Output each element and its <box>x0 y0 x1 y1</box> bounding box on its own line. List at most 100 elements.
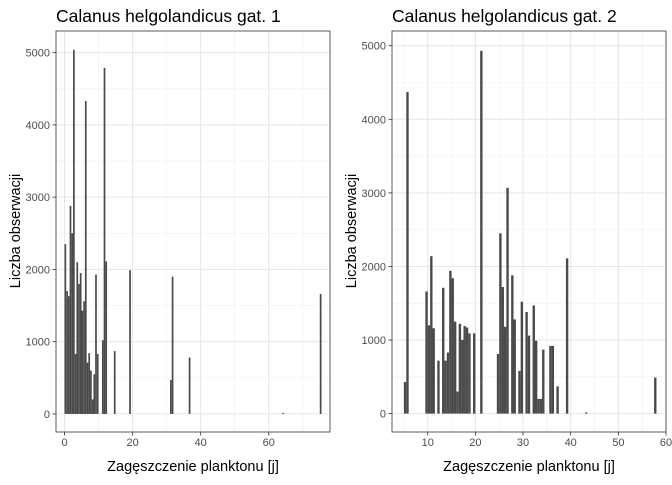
bar <box>171 276 174 414</box>
y-tick-label: 1000 <box>362 335 386 347</box>
bar <box>84 101 87 414</box>
bar <box>456 391 459 414</box>
bar <box>67 296 70 414</box>
bar <box>513 319 516 414</box>
bar <box>539 398 543 414</box>
y-axis-label: Liczba obserwacji <box>344 174 360 288</box>
y-tick-label: 3000 <box>362 188 386 200</box>
bar <box>282 412 285 414</box>
bar <box>69 205 72 414</box>
chart-title: Calanus helgolandicus gat. 1 <box>56 6 281 26</box>
bar <box>432 328 435 414</box>
bar <box>451 278 454 414</box>
x-tick-label: 40 <box>565 437 577 449</box>
plot-border <box>391 30 667 433</box>
y-axis-label: Liczba obserwacji <box>8 174 24 288</box>
bar <box>79 273 82 414</box>
y-tick-label: 2000 <box>362 261 386 273</box>
bar <box>91 399 94 414</box>
bar <box>425 291 428 414</box>
x-tick-label: 30 <box>517 437 529 449</box>
y-tick-label: 0 <box>380 409 386 421</box>
plot-border <box>55 30 331 433</box>
bar <box>449 270 452 414</box>
bar <box>537 398 540 414</box>
bar <box>520 301 524 414</box>
bar <box>556 386 559 414</box>
chart-title: Calanus helgolandicus gat. 2 <box>392 6 617 26</box>
bar <box>446 352 450 414</box>
bar <box>78 283 80 414</box>
bar <box>465 327 469 414</box>
bar <box>525 312 528 414</box>
y-tick-label: 5000 <box>26 48 50 60</box>
bar <box>96 353 99 414</box>
bar <box>437 360 440 414</box>
bar <box>403 381 407 414</box>
bar <box>71 233 74 414</box>
bar <box>188 357 191 414</box>
x-tick-label: 60 <box>660 437 672 449</box>
bar <box>654 377 657 414</box>
bar <box>81 310 84 414</box>
bar <box>496 354 500 414</box>
bar <box>129 270 131 414</box>
bar <box>527 335 531 414</box>
bar <box>83 301 85 414</box>
bar <box>534 340 538 414</box>
bar <box>551 345 555 414</box>
y-tick-label: 0 <box>44 409 50 421</box>
bar <box>584 412 588 414</box>
bar <box>170 379 172 414</box>
bar <box>90 370 92 414</box>
axes: 0 20 40 60 0 1000 2000 3000 4000 5000 <box>26 48 275 449</box>
bar <box>501 287 504 414</box>
bar <box>88 353 91 414</box>
x-tick-label: 20 <box>469 437 481 449</box>
bar <box>74 353 77 414</box>
x-tick-label: 0 <box>61 437 67 449</box>
bar <box>101 340 104 414</box>
bar <box>499 233 502 414</box>
bar <box>511 275 514 414</box>
bar <box>542 349 545 414</box>
bar <box>463 326 466 414</box>
axes: 10 20 30 40 50 60 0 1000 2000 3000 4000 5000 <box>362 41 672 449</box>
bar <box>473 333 476 414</box>
bar <box>319 293 322 414</box>
bar <box>103 67 106 414</box>
y-tick-label: 3000 <box>26 192 50 204</box>
bar <box>468 333 471 414</box>
x-axis-label: Zagęszczenie planktonu [j] <box>107 459 279 475</box>
bar <box>86 362 89 414</box>
bar <box>506 187 509 414</box>
bar <box>503 326 507 414</box>
x-tick-label: 10 <box>422 437 434 449</box>
bar <box>442 287 445 414</box>
y-tick-label: 4000 <box>362 114 386 126</box>
bar <box>458 323 462 414</box>
bar <box>427 325 431 414</box>
bar <box>444 360 447 414</box>
bar <box>565 258 569 414</box>
x-tick-label: 40 <box>195 437 207 449</box>
x-tick-label: 20 <box>126 437 138 449</box>
y-tick-label: 2000 <box>26 264 50 276</box>
bar <box>66 291 68 414</box>
bar <box>480 50 483 414</box>
x-tick-label: 60 <box>263 437 275 449</box>
y-tick-label: 4000 <box>26 120 50 132</box>
bar <box>453 321 457 414</box>
x-axis-label: Zagęszczenie planktonu [j] <box>443 459 615 475</box>
bars <box>64 49 322 414</box>
bar <box>105 261 108 414</box>
bar <box>95 274 97 414</box>
bar <box>406 92 409 414</box>
bar <box>461 340 464 414</box>
chart-panel-2: 10 20 30 40 50 60 0 1000 2000 3000 4000 5000 Calanu… <box>344 6 672 475</box>
bars <box>403 50 657 414</box>
bar <box>73 49 75 414</box>
bar <box>64 244 67 414</box>
bar <box>549 345 552 414</box>
